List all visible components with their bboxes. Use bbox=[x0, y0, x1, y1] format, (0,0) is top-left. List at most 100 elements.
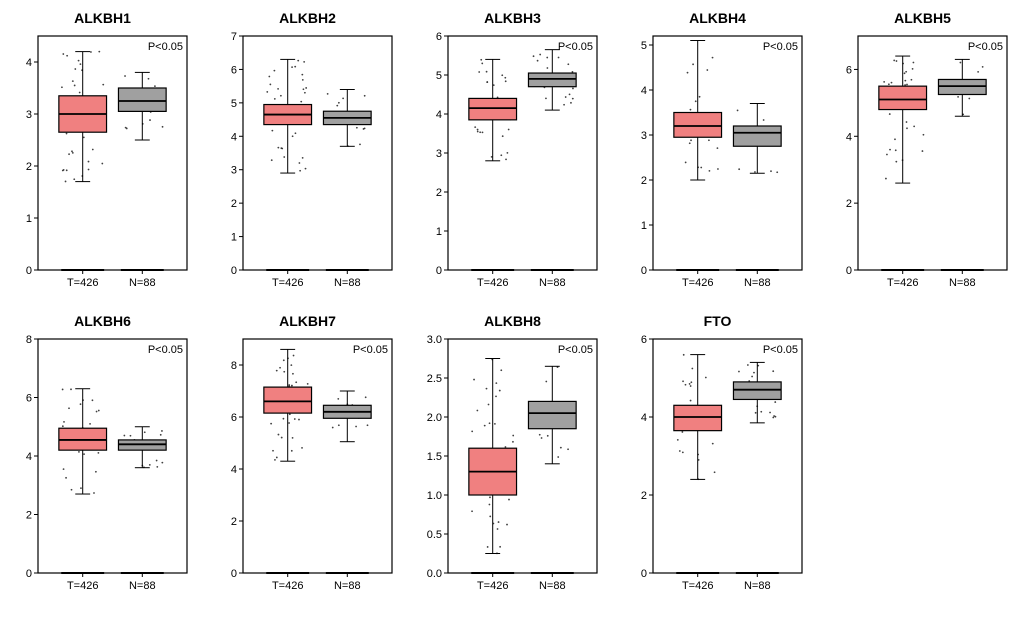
svg-text:2.5: 2.5 bbox=[427, 373, 442, 385]
svg-text:6: 6 bbox=[846, 64, 852, 76]
svg-text:2: 2 bbox=[846, 198, 852, 210]
svg-text:4: 4 bbox=[26, 451, 32, 463]
svg-text:3: 3 bbox=[436, 148, 442, 160]
svg-text:N=88: N=88 bbox=[744, 277, 771, 289]
svg-text:N=88: N=88 bbox=[129, 580, 156, 592]
pvalue-label: P<0.05 bbox=[968, 41, 1003, 53]
svg-text:T=426: T=426 bbox=[67, 277, 99, 289]
svg-text:T=426: T=426 bbox=[272, 277, 304, 289]
svg-text:1.5: 1.5 bbox=[427, 451, 442, 463]
svg-text:4: 4 bbox=[641, 412, 647, 424]
svg-text:4: 4 bbox=[231, 131, 237, 143]
svg-text:T=426: T=426 bbox=[682, 277, 714, 289]
pvalue-label: P<0.05 bbox=[353, 344, 388, 356]
pvalue-label: P<0.05 bbox=[763, 41, 798, 53]
panel-alkbh6: ALKBH602468T=426N=88P<0.05 bbox=[10, 313, 195, 601]
panel-title: ALKBH3 bbox=[420, 10, 605, 26]
svg-text:2: 2 bbox=[641, 490, 647, 502]
panel-title: ALKBH8 bbox=[420, 313, 605, 329]
svg-text:2.0: 2.0 bbox=[427, 412, 442, 424]
panel-title: FTO bbox=[625, 313, 810, 329]
svg-text:4: 4 bbox=[436, 109, 442, 121]
svg-text:T=426: T=426 bbox=[67, 580, 99, 592]
svg-text:N=88: N=88 bbox=[334, 580, 361, 592]
svg-text:0: 0 bbox=[641, 568, 647, 580]
boxplot-panel: 0 2 4 6 T=426 N=88 P<0.05 bbox=[830, 28, 1015, 298]
svg-text:5: 5 bbox=[231, 98, 237, 110]
svg-text:2: 2 bbox=[26, 161, 32, 173]
svg-text:T=426: T=426 bbox=[272, 580, 304, 592]
svg-text:2: 2 bbox=[231, 516, 237, 528]
panel-title: ALKBH7 bbox=[215, 313, 400, 329]
svg-text:1.0: 1.0 bbox=[427, 490, 442, 502]
svg-text:5: 5 bbox=[641, 40, 647, 52]
boxplot-panel: 0 2 4 6 T=426 N=88 P<0.05 bbox=[625, 331, 810, 601]
svg-text:3: 3 bbox=[641, 130, 647, 142]
panel-title: ALKBH2 bbox=[215, 10, 400, 26]
panel-alkbh4: ALKBH4 0 1 2 3 4 5 T=426 N=88 P<0.05 bbox=[625, 10, 810, 298]
svg-text:1: 1 bbox=[26, 213, 32, 225]
panel-title: ALKBH1 bbox=[10, 10, 195, 26]
panel-alkbh5: ALKBH5 0 2 4 6 T=426 N=88 P<0.05 bbox=[830, 10, 1015, 298]
svg-text:4: 4 bbox=[641, 85, 647, 97]
boxplot-panel: 0 2 4 6 8 T=426 N=88 P<0.05 bbox=[10, 331, 195, 601]
chart-grid: ALKBH1 0 1 2 3 4 T=426 N=88 P<0.05 ALKBH2 0 1 2 3 4 5 6 7… bbox=[10, 10, 1010, 601]
svg-text:2: 2 bbox=[26, 510, 32, 522]
svg-text:3.0: 3.0 bbox=[427, 334, 442, 346]
svg-text:8: 8 bbox=[26, 334, 32, 346]
svg-text:2: 2 bbox=[436, 187, 442, 199]
svg-text:4: 4 bbox=[26, 57, 32, 69]
boxplot-panel: 0 1 2 3 4 5 6 T=426 N=88 P<0.05 bbox=[420, 28, 605, 298]
svg-text:0: 0 bbox=[436, 265, 442, 277]
svg-text:0.0: 0.0 bbox=[427, 568, 442, 580]
svg-text:N=88: N=88 bbox=[334, 277, 361, 289]
svg-text:7: 7 bbox=[231, 31, 237, 43]
svg-text:2: 2 bbox=[641, 175, 647, 187]
panel-alkbh3: ALKBH3 0 1 2 3 4 5 6 T=426 N=88 P<0.05 bbox=[420, 10, 605, 298]
panel-title: ALKBH4 bbox=[625, 10, 810, 26]
pvalue-label: P<0.05 bbox=[148, 344, 183, 356]
svg-text:6: 6 bbox=[231, 64, 237, 76]
svg-text:T=426: T=426 bbox=[887, 277, 919, 289]
svg-text:4: 4 bbox=[231, 464, 237, 476]
svg-text:0: 0 bbox=[26, 265, 32, 277]
svg-text:0: 0 bbox=[846, 265, 852, 277]
svg-text:3: 3 bbox=[231, 165, 237, 177]
svg-text:0: 0 bbox=[231, 265, 237, 277]
svg-text:0: 0 bbox=[231, 568, 237, 580]
boxplot-panel: 01234567T=426N=88 bbox=[215, 28, 400, 298]
svg-text:1: 1 bbox=[231, 232, 237, 244]
svg-text:6: 6 bbox=[231, 412, 237, 424]
panel-title: ALKBH5 bbox=[830, 10, 1015, 26]
svg-text:0: 0 bbox=[641, 265, 647, 277]
svg-text:N=88: N=88 bbox=[744, 580, 771, 592]
pvalue-label: P<0.05 bbox=[558, 344, 593, 356]
boxplot-panel: 0 1 2 3 4 5 T=426 N=88 P<0.05 bbox=[625, 28, 810, 298]
svg-text:1: 1 bbox=[641, 220, 647, 232]
panel-alkbh7: ALKBH7 0 2 4 6 8 T=426 N=88 P<0.05 bbox=[215, 313, 400, 601]
svg-text:3: 3 bbox=[26, 109, 32, 121]
svg-text:1: 1 bbox=[436, 226, 442, 238]
svg-text:T=426: T=426 bbox=[682, 580, 714, 592]
boxplot-panel: 0 2 4 6 8 T=426 N=88 P<0.05 bbox=[215, 331, 400, 601]
panel-alkbh1: ALKBH101234T=426N=88P<0.05 bbox=[10, 10, 195, 298]
svg-text:6: 6 bbox=[641, 334, 647, 346]
svg-text:5: 5 bbox=[436, 70, 442, 82]
svg-text:6: 6 bbox=[26, 393, 32, 405]
svg-text:8: 8 bbox=[231, 360, 237, 372]
pvalue-label: P<0.05 bbox=[558, 41, 593, 53]
svg-text:N=88: N=88 bbox=[539, 580, 566, 592]
panel-alkbh2: ALKBH201234567T=426N=88 bbox=[215, 10, 400, 298]
boxplot-panel: 01234T=426N=88P<0.05 bbox=[10, 28, 195, 298]
svg-text:4: 4 bbox=[846, 131, 852, 143]
svg-text:T=426: T=426 bbox=[477, 580, 509, 592]
pvalue-label: P<0.05 bbox=[148, 41, 183, 53]
svg-text:N=88: N=88 bbox=[949, 277, 976, 289]
svg-text:N=88: N=88 bbox=[539, 277, 566, 289]
pvalue-label: P<0.05 bbox=[763, 344, 798, 356]
boxplot-panel: 0.00.51.01.52.02.53.0T=426N=88P<0.05 bbox=[420, 331, 605, 601]
panel-fto: FTO 0 2 4 6 T=426 N=88 P<0.05 bbox=[625, 313, 810, 601]
svg-text:0: 0 bbox=[26, 568, 32, 580]
svg-text:6: 6 bbox=[436, 31, 442, 43]
svg-text:T=426: T=426 bbox=[477, 277, 509, 289]
